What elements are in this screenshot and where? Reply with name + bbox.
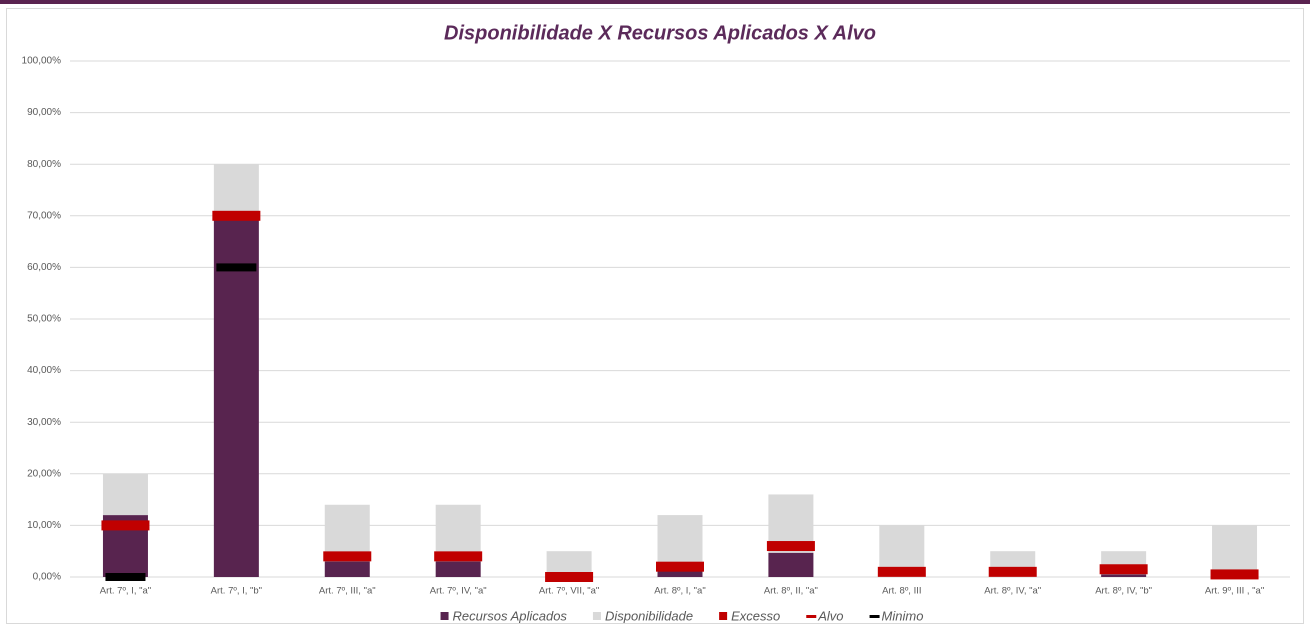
marker (766, 541, 815, 552)
legend-label: Minimo (882, 608, 924, 623)
marker (988, 566, 1037, 577)
x-tick-label: Art. 7º, III, "a" (319, 586, 376, 597)
y-tick-label: 50,00% (27, 314, 61, 325)
x-tick-label: Art. 7º, I, "a" (100, 586, 151, 597)
marker (545, 572, 594, 582)
x-tick-label: Art. 8º, IV, "b" (1095, 586, 1152, 597)
y-tick-label: 30,00% (27, 417, 61, 428)
legend-swatch (719, 612, 728, 620)
x-tick-label: Art. 8º, I, "a" (654, 586, 705, 597)
bar-segment (657, 569, 703, 577)
bar-segment (435, 561, 481, 577)
marker (216, 263, 257, 272)
bar-segment (1101, 574, 1147, 577)
legend-label: Disponibilidade (605, 608, 693, 623)
chart-border (6, 8, 1304, 624)
y-tick-label: 60,00% (27, 262, 61, 273)
legend-label: Recursos Aplicados (453, 608, 568, 623)
x-tick-label: Art. 8º, IV, "a" (984, 586, 1041, 597)
bar-segment (1212, 525, 1258, 577)
y-tick-label: 70,00% (27, 210, 61, 221)
marker (105, 573, 146, 581)
marker (656, 561, 704, 572)
y-tick-label: 90,00% (27, 107, 61, 118)
top-bar (0, 0, 1310, 4)
legend-label: Excesso (731, 608, 780, 623)
marker (1099, 564, 1148, 575)
y-tick-label: 20,00% (27, 468, 61, 479)
bar-segment (324, 561, 370, 577)
marker (212, 210, 261, 221)
y-tick-label: 100,00% (22, 56, 62, 67)
y-tick-label: 40,00% (27, 365, 61, 376)
x-tick-label: Art. 7º, VII, "a" (539, 586, 599, 597)
legend-label: Alvo (817, 608, 843, 623)
x-tick-label: Art. 8º, II, "a" (764, 586, 818, 597)
chart-title: Disponibilidade X Recursos Aplicados X A… (444, 22, 876, 44)
y-tick-label: 80,00% (27, 159, 61, 170)
bar-segment (213, 215, 259, 578)
x-tick-label: Art. 7º, IV, "a" (430, 586, 487, 597)
marker (323, 551, 372, 562)
bar-segment (213, 164, 259, 216)
x-tick-label: Art. 9º, III , "a" (1205, 586, 1264, 597)
x-tick-label: Art. 7º, I, "b" (211, 586, 262, 597)
marker (101, 520, 150, 531)
legend-swatch (806, 615, 817, 618)
legend-swatch (592, 612, 601, 620)
y-tick-label: 0,00% (33, 572, 61, 583)
marker (877, 566, 926, 577)
marker (1210, 569, 1259, 580)
bar-segment (102, 473, 148, 516)
legend-swatch (869, 615, 880, 618)
y-tick-label: 10,00% (27, 520, 61, 531)
bar-segment (768, 552, 814, 577)
legend-swatch (440, 612, 449, 620)
x-tick-label: Art. 8º, III (882, 586, 921, 597)
marker (434, 551, 483, 562)
bar-segment (657, 515, 703, 570)
